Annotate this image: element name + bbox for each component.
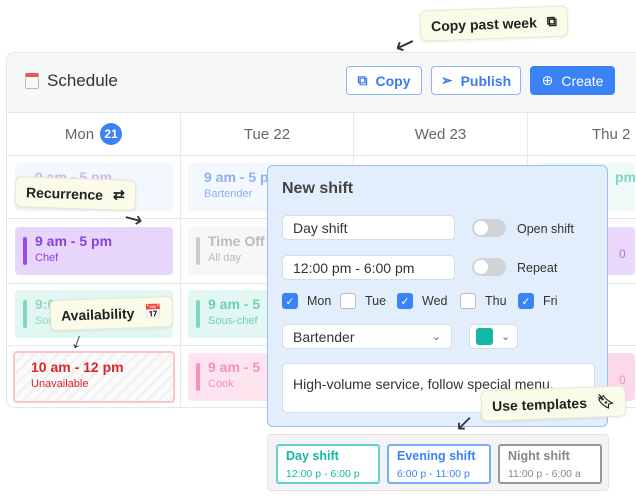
day-header-wed[interactable]: Wed 23 [354, 113, 528, 156]
checkbox[interactable] [460, 293, 476, 309]
day-checkbox-mon[interactable]: ✓ Mon [282, 293, 342, 309]
copy-icon: ⧉ [546, 12, 558, 30]
day-header-tue[interactable]: Tue 22 [181, 113, 354, 156]
chevron-down-icon: ⌄ [501, 331, 511, 343]
recurrence-note: Recurrence ⇄ [14, 175, 137, 212]
open-shift-label: Open shift [517, 222, 574, 236]
checkbox[interactable]: ✓ [282, 293, 298, 309]
page-title: Schedule [25, 71, 118, 91]
checkbox[interactable] [340, 293, 356, 309]
repeat-toggle[interactable] [472, 258, 506, 276]
color-select[interactable]: ⌄ [469, 324, 518, 349]
unavailable-card[interactable]: 10 am - 12 pm Unavailable [13, 351, 175, 403]
send-icon: ➢ [440, 72, 453, 88]
use-templates-note: Use templates 🔖︎ [480, 385, 627, 422]
shift-card[interactable]: 9 am - 5 pm Chef [15, 227, 173, 275]
arrow-icon: ↙ [455, 410, 474, 435]
schedule-header: Schedule ⧉ Copy ➢ Publish ⊕ Create [7, 53, 636, 113]
day-checkbox-thu[interactable]: Thu [460, 293, 520, 309]
publish-button[interactable]: ➢ Publish [431, 66, 521, 95]
template-night-shift[interactable]: Night shift 11:00 p - 6:00 a [498, 444, 602, 484]
notes-textarea[interactable]: High-volume service, follow special menu… [282, 363, 595, 413]
create-button[interactable]: ⊕ Create [530, 66, 615, 95]
day-checkbox-fri[interactable]: ✓ Fri [518, 293, 578, 309]
calendar-x-icon: 📅 [144, 303, 163, 320]
role-select[interactable]: Bartender ⌄ [282, 324, 452, 349]
template-day-shift[interactable]: Day shift 12:00 p - 6:00 p [276, 444, 380, 484]
day-checkbox-tue[interactable]: Tue [340, 293, 400, 309]
open-shift-toggle[interactable] [472, 219, 506, 237]
template-evening-shift[interactable]: Evening shift 6:00 p - 11:00 p [387, 444, 491, 484]
checkbox[interactable]: ✓ [518, 293, 534, 309]
day-header-mon[interactable]: Mon 21 [7, 113, 181, 156]
today-badge: 21 [100, 123, 123, 145]
checkbox[interactable]: ✓ [397, 293, 413, 309]
copy-icon: ⧉ [357, 72, 368, 88]
color-swatch [476, 328, 493, 345]
time-range-input[interactable]: 12:00 pm - 6:00 pm [282, 255, 455, 280]
copy-past-week-note: Copy past week ⧉ [419, 5, 569, 42]
copy-button[interactable]: ⧉ Copy [346, 66, 422, 95]
day-checkbox-wed[interactable]: ✓ Wed [397, 293, 457, 309]
availability-note: Availability 📅 [49, 295, 174, 332]
day-header-thu[interactable]: Thu 2 [528, 113, 636, 156]
repeat-label: Repeat [517, 261, 558, 275]
calendar-icon [25, 73, 39, 89]
new-shift-dialog: New shift Day shift Open shift 12:00 pm … [267, 165, 608, 427]
plus-circle-icon: ⊕ [541, 72, 554, 88]
chevron-down-icon: ⌄ [431, 331, 441, 343]
bookmark-icon: 🔖︎ [596, 392, 615, 410]
templates-bar: Day shift 12:00 p - 6:00 p Evening shift 6:… [267, 434, 609, 491]
dialog-title: New shift [282, 180, 354, 197]
shift-name-input[interactable]: Day shift [282, 215, 455, 240]
repeat-icon: ⇄ [112, 186, 126, 203]
